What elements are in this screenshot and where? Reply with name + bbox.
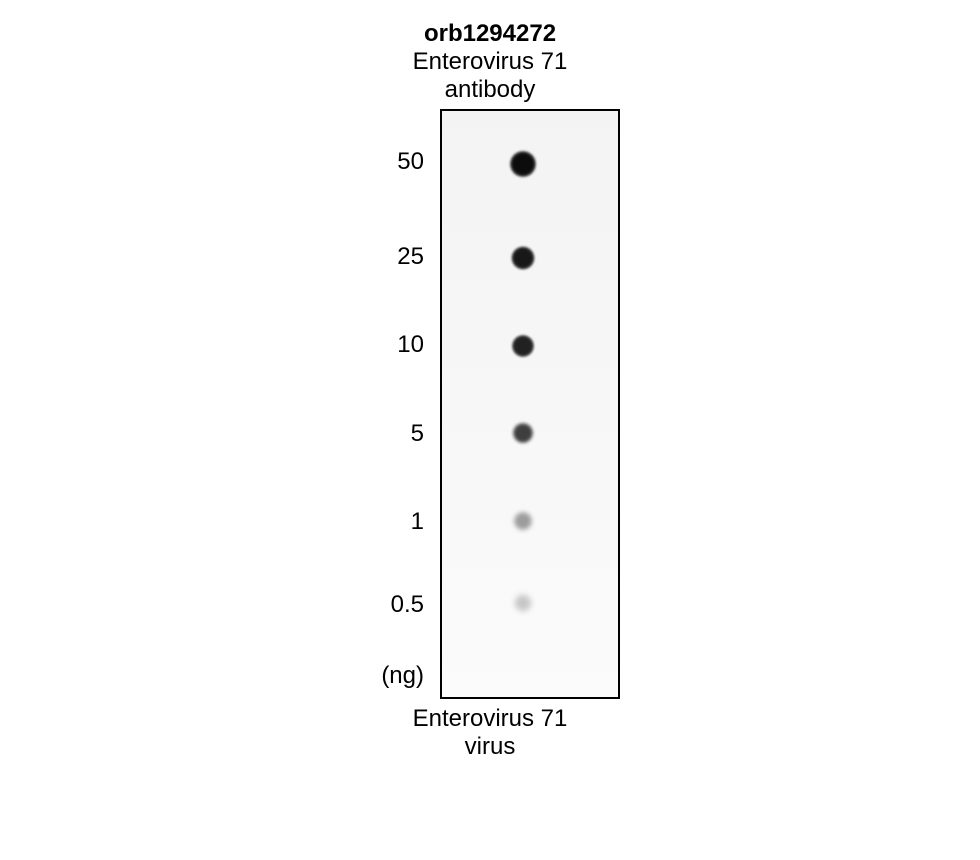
sample-name-line1: Enterovirus 71 — [413, 705, 568, 733]
concentration-label: 1 — [411, 508, 424, 536]
sample-name-line2: virus — [413, 733, 568, 761]
antibody-name-line1: Enterovirus 71 — [413, 48, 568, 76]
blot-membrane-frame — [440, 109, 620, 699]
dot-blot-figure: orb1294272 Enterovirus 71 antibody 50 25 1… — [360, 20, 620, 760]
antibody-name-line2: antibody — [413, 76, 568, 104]
blot-dot — [511, 246, 534, 269]
concentration-labels-column: 50 25 10 5 1 0.5 (ng) — [360, 109, 440, 699]
unit-label: (ng) — [381, 662, 424, 690]
blot-dot — [510, 151, 536, 177]
blot-dot — [513, 423, 533, 443]
concentration-label: 50 — [397, 148, 424, 176]
figure-footer: Enterovirus 71 virus — [413, 705, 568, 760]
concentration-label: 0.5 — [391, 591, 424, 619]
blot-row: 50 25 10 5 1 0.5 (ng) — [360, 109, 620, 699]
blot-dot — [514, 595, 531, 612]
orb-id: orb1294272 — [413, 20, 568, 48]
blot-dot — [514, 512, 532, 530]
blot-dot — [512, 335, 534, 357]
concentration-label: 25 — [397, 243, 424, 271]
concentration-label: 5 — [411, 420, 424, 448]
figure-header: orb1294272 Enterovirus 71 antibody — [413, 20, 568, 103]
concentration-label: 10 — [397, 331, 424, 359]
